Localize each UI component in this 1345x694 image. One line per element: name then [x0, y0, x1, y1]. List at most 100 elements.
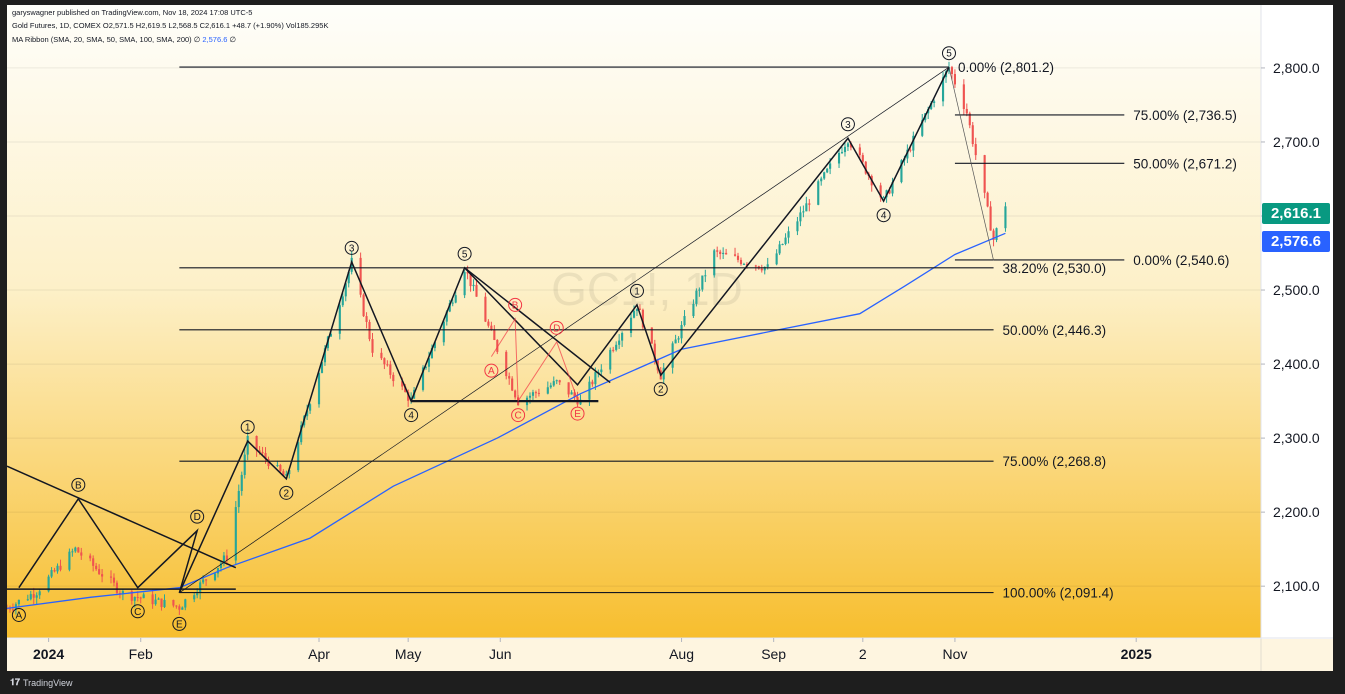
wave-label-circle [130, 604, 145, 619]
plot-background [7, 5, 1261, 638]
candle [392, 374, 395, 382]
candle [163, 599, 166, 608]
candle [858, 147, 861, 156]
candle [971, 125, 974, 145]
candle [454, 295, 457, 303]
candle [193, 595, 196, 600]
red-wave-label-text: C [514, 411, 521, 422]
candle [701, 275, 704, 290]
candle [745, 263, 748, 266]
time-tick-label: 2 [859, 646, 867, 662]
candle [199, 582, 202, 594]
candle [56, 565, 59, 572]
wave-label-text: D [194, 512, 201, 523]
candle [837, 152, 841, 164]
candle [130, 591, 133, 601]
candle [674, 339, 677, 344]
price-tick-label: 2,100.0 [1273, 578, 1320, 594]
candle [466, 272, 469, 274]
candle [29, 594, 32, 600]
red-wave-line [490, 317, 579, 403]
candle [962, 84, 965, 109]
time-tick-label: Aug [669, 646, 694, 662]
wave-label: 1 [629, 283, 644, 298]
candle [531, 392, 535, 396]
wave-label-text: 5 [946, 49, 952, 60]
candle [591, 381, 594, 385]
candle [261, 452, 264, 454]
candle [11, 609, 15, 611]
candle [947, 67, 951, 72]
red-wave-label-text: D [553, 323, 560, 334]
candle [475, 284, 478, 297]
candle [912, 135, 915, 151]
candle [995, 228, 998, 241]
footer-bar: 𝟏𝟕 TradingView [0, 671, 1345, 694]
candle [820, 178, 823, 182]
wave-label-text: 1 [634, 286, 640, 297]
candle [742, 263, 746, 265]
candle [909, 149, 912, 151]
candle [677, 338, 680, 340]
candle [306, 410, 309, 417]
price-tick-label: 2,300.0 [1273, 430, 1320, 446]
candle [160, 598, 163, 608]
candle [490, 325, 493, 330]
candle [823, 172, 826, 179]
candle [508, 376, 511, 379]
wave-label: D [190, 509, 205, 524]
wave-label-circle [404, 408, 419, 423]
fib-level-label: 0.00% (2,540.6) [1133, 253, 1229, 268]
wave-label-circle [11, 607, 26, 622]
candle [722, 252, 725, 255]
candle [469, 273, 472, 287]
candle [650, 327, 653, 344]
candle [109, 576, 113, 578]
candle [817, 181, 820, 205]
candle [32, 594, 35, 598]
candle [736, 255, 740, 260]
candle [240, 474, 243, 491]
candle [323, 348, 327, 363]
candle [496, 339, 499, 352]
candle [320, 362, 324, 373]
candle [380, 352, 383, 359]
candle [843, 146, 847, 153]
wave-label-circle [941, 46, 956, 61]
candle [47, 576, 50, 592]
time-tick-label: Nov [942, 646, 967, 662]
time-tick-label: 2024 [33, 646, 64, 662]
wave-label-circle [71, 477, 86, 492]
candle [546, 387, 549, 394]
candle [635, 308, 639, 312]
candle [421, 367, 425, 390]
red-wave-label: C [511, 408, 526, 423]
candle [900, 160, 903, 183]
red-wave-label-circle [511, 408, 526, 423]
fib-trend-line [179, 66, 950, 594]
tradingview-logo-icon[interactable]: 𝟏𝟕 [10, 677, 21, 687]
wave-label-circle [840, 117, 855, 132]
candle [442, 321, 445, 343]
red-wave-label-text: A [488, 366, 495, 377]
candle [766, 264, 769, 267]
candle [615, 344, 618, 350]
candle [172, 599, 175, 606]
candle [92, 558, 95, 566]
price-chart[interactable]: GC1!, 1D 0.00% (2,801.2) 38.20% (2,530.0) 5… [7, 5, 1333, 671]
candle [213, 573, 217, 581]
footer-brand[interactable]: TradingView [23, 678, 73, 688]
candle [282, 471, 285, 476]
candle [74, 547, 77, 552]
wave-label-text: 1 [245, 423, 251, 434]
candle [279, 465, 282, 472]
candle [389, 364, 392, 375]
candle [136, 596, 139, 598]
red-wave-label-circle [570, 406, 585, 421]
candle [205, 579, 208, 581]
candle [157, 598, 160, 600]
candle [341, 296, 344, 306]
candle [26, 599, 29, 601]
wave-label-text: C [134, 607, 141, 618]
time-tick-label: 2025 [1121, 646, 1152, 662]
